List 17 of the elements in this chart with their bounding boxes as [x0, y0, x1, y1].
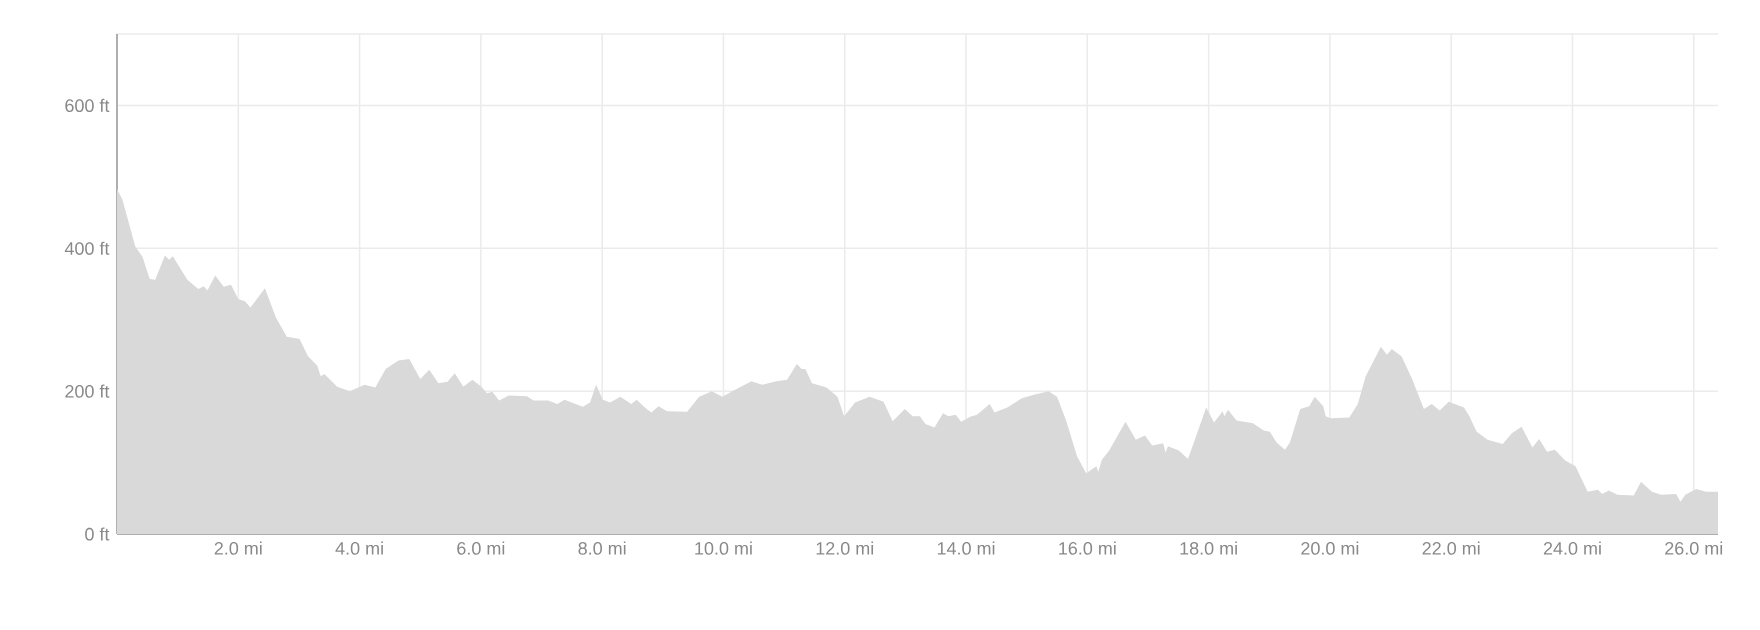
- x-tick-label: 24.0 mi: [1543, 541, 1601, 555]
- x-tick-label: 12.0 mi: [816, 541, 874, 555]
- x-tick-label: 22.0 mi: [1422, 541, 1480, 555]
- x-tick-label: 26.0 mi: [1665, 541, 1723, 555]
- y-tick-label: 600 ft: [65, 98, 110, 113]
- y-tick-label: 0 ft: [85, 527, 110, 541]
- x-tick-label: 8.0 mi: [578, 541, 626, 555]
- x-tick-label: 16.0 mi: [1059, 541, 1116, 555]
- x-tick-label: 10.0 mi: [695, 541, 752, 555]
- x-tick-label: 4.0 mi: [335, 541, 383, 555]
- x-tick-label: 20.0 mi: [1301, 541, 1359, 555]
- y-tick-label: 200 ft: [65, 384, 110, 398]
- x-tick-label: 18.0 mi: [1180, 541, 1237, 555]
- x-tick-label: 6.0 mi: [457, 541, 505, 555]
- x-tick-label: 2.0 mi: [214, 541, 262, 555]
- x-tick-label: 14.0 mi: [937, 541, 995, 555]
- y-tick-label: 400 ft: [64, 241, 110, 255]
